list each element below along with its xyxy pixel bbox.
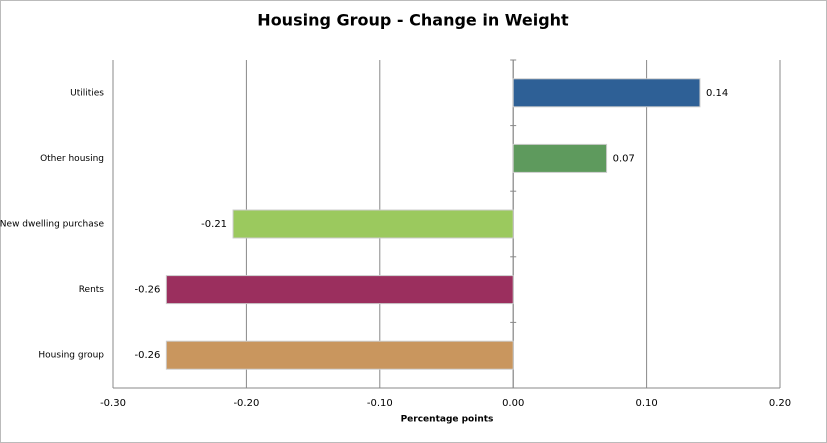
bar bbox=[165, 340, 514, 370]
y-tick-label: Utilities bbox=[70, 88, 104, 98]
x-tick-label: 0.20 bbox=[769, 398, 791, 409]
value-label: 0.07 bbox=[613, 153, 635, 164]
y-tick-label: New dwelling purchase bbox=[0, 220, 104, 230]
bar bbox=[165, 275, 514, 305]
x-tick-label: 0.10 bbox=[635, 398, 657, 409]
value-label: -0.26 bbox=[134, 285, 160, 296]
x-tick-label: -0.20 bbox=[233, 398, 259, 409]
bar bbox=[512, 78, 701, 108]
value-label: -0.21 bbox=[201, 219, 227, 230]
x-tick-label: -0.10 bbox=[367, 398, 393, 409]
x-tick-label: 0.00 bbox=[502, 398, 524, 409]
y-tick-label: Other housing bbox=[40, 154, 104, 164]
x-axis-title: Percentage points bbox=[401, 415, 494, 425]
value-label: 0.14 bbox=[706, 88, 728, 99]
bar bbox=[232, 209, 514, 239]
bar bbox=[512, 143, 608, 173]
y-tick-label: Rents bbox=[79, 285, 105, 295]
value-label: -0.26 bbox=[134, 350, 160, 361]
chart-title: Housing Group - Change in Weight bbox=[257, 11, 569, 30]
x-tick-label: -0.30 bbox=[100, 398, 126, 409]
y-tick-label: Housing group bbox=[38, 351, 104, 361]
